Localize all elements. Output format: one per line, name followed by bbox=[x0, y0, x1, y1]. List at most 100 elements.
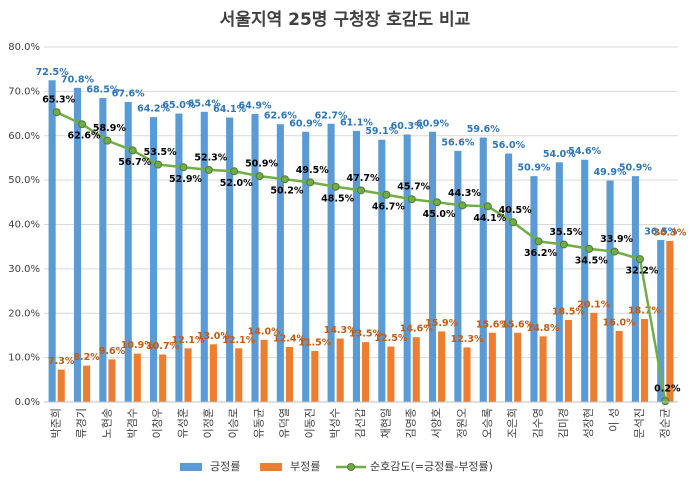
line-marker bbox=[559, 240, 568, 249]
y-tick-label: 70.0% bbox=[8, 86, 40, 97]
data-label: 9.6% bbox=[99, 346, 126, 357]
data-label: 64.2% bbox=[137, 104, 170, 115]
x-tick-label: 유성훈 bbox=[176, 408, 189, 438]
bar bbox=[606, 180, 614, 402]
data-label: 7.3% bbox=[48, 356, 75, 367]
x-tick-label: 이창우 bbox=[151, 408, 164, 438]
x-tick-label: 이승로 bbox=[227, 408, 240, 438]
data-label: 72.5% bbox=[36, 67, 69, 78]
data-label: 67.6% bbox=[112, 89, 145, 100]
bar bbox=[133, 353, 141, 402]
legend-label: 부정률 bbox=[290, 460, 320, 473]
data-label: 36.3% bbox=[653, 227, 686, 238]
data-label: 44.3% bbox=[448, 188, 481, 199]
bar bbox=[378, 139, 386, 402]
legend-swatch bbox=[260, 463, 282, 471]
y-tick-label: 50.0% bbox=[8, 175, 40, 186]
bar bbox=[564, 319, 572, 402]
line-marker bbox=[255, 172, 264, 181]
bar bbox=[209, 344, 217, 402]
data-label: 59.1% bbox=[365, 126, 398, 137]
x-tick-label: 조은희 bbox=[506, 408, 519, 438]
data-label: 15.9% bbox=[425, 318, 458, 329]
line-marker bbox=[382, 190, 391, 199]
legend-swatch bbox=[180, 463, 202, 471]
data-label: 13.0% bbox=[197, 331, 230, 342]
data-label: 11.5% bbox=[298, 337, 331, 348]
data-label: 12.1% bbox=[172, 335, 205, 346]
line-marker bbox=[458, 201, 467, 210]
line-marker bbox=[661, 397, 670, 406]
data-label: 52.0% bbox=[220, 178, 253, 189]
data-label: 10.7% bbox=[146, 341, 179, 352]
data-label: 65.4% bbox=[188, 98, 221, 109]
data-label: 53.5% bbox=[144, 147, 177, 158]
x-tick-label: 김수영 bbox=[532, 408, 545, 438]
data-label: 70.8% bbox=[61, 74, 94, 85]
data-label: 13.5% bbox=[349, 329, 382, 340]
data-label: 47.7% bbox=[347, 173, 380, 184]
data-label: 14.0% bbox=[248, 326, 281, 337]
line-marker bbox=[154, 160, 163, 169]
data-label: 62.7% bbox=[315, 110, 348, 121]
data-label: 44.1% bbox=[473, 213, 506, 224]
data-label: 34.5% bbox=[575, 255, 608, 266]
y-tick-label: 10.0% bbox=[8, 353, 40, 364]
bar bbox=[311, 350, 319, 402]
line-marker bbox=[204, 165, 213, 174]
data-label: 52.9% bbox=[169, 174, 202, 185]
x-tick-label: 서양호 bbox=[430, 408, 443, 438]
data-label: 49.5% bbox=[296, 165, 329, 176]
data-label: 50.2% bbox=[270, 186, 303, 197]
data-label: 8.2% bbox=[73, 352, 100, 363]
data-label: 10.9% bbox=[121, 340, 154, 351]
x-tick-label: 정원오 bbox=[455, 408, 468, 438]
line-marker bbox=[534, 237, 543, 246]
data-label: 32.2% bbox=[625, 266, 658, 277]
data-label: 61.1% bbox=[340, 117, 373, 128]
x-tick-label: 이동진 bbox=[303, 408, 316, 438]
bar bbox=[514, 332, 522, 402]
data-label: 15.6% bbox=[476, 319, 509, 330]
data-label: 45.7% bbox=[397, 182, 430, 193]
bar bbox=[403, 134, 411, 402]
bar bbox=[200, 111, 208, 402]
x-tick-label: 이정훈 bbox=[202, 408, 215, 438]
data-label: 50.9% bbox=[245, 159, 278, 170]
x-tick-label: 이 성 bbox=[608, 408, 621, 432]
bar bbox=[412, 337, 420, 402]
line-marker bbox=[103, 136, 112, 145]
line-marker bbox=[306, 178, 315, 187]
line-marker bbox=[407, 195, 416, 204]
bar bbox=[327, 123, 335, 403]
bar bbox=[226, 117, 234, 403]
bar bbox=[175, 113, 183, 402]
y-tick-label: 80.0% bbox=[8, 42, 40, 53]
bar bbox=[184, 348, 192, 402]
line-marker bbox=[78, 120, 87, 129]
x-tick-label: 정순균 bbox=[658, 408, 671, 438]
bar bbox=[302, 131, 310, 402]
line-marker bbox=[230, 167, 239, 176]
bar bbox=[505, 153, 513, 402]
data-label: 60.9% bbox=[289, 118, 322, 129]
line-marker bbox=[357, 186, 365, 195]
line-marker bbox=[179, 163, 188, 172]
bar bbox=[83, 365, 91, 402]
bar bbox=[590, 312, 598, 402]
bar bbox=[235, 348, 243, 402]
data-label: 52.3% bbox=[194, 152, 227, 163]
bar bbox=[615, 331, 623, 402]
bar bbox=[108, 359, 116, 402]
bar bbox=[260, 339, 268, 402]
data-label: 45.0% bbox=[423, 209, 456, 220]
data-label: 50.9% bbox=[517, 163, 550, 174]
line-marker bbox=[331, 182, 340, 191]
data-label: 36.2% bbox=[524, 248, 557, 259]
x-tick-label: 문석진 bbox=[633, 408, 646, 438]
line-marker bbox=[635, 255, 644, 264]
data-label: 0.2% bbox=[654, 384, 681, 395]
data-label: 18.5% bbox=[552, 306, 585, 317]
y-tick-label: 60.0% bbox=[8, 131, 40, 142]
